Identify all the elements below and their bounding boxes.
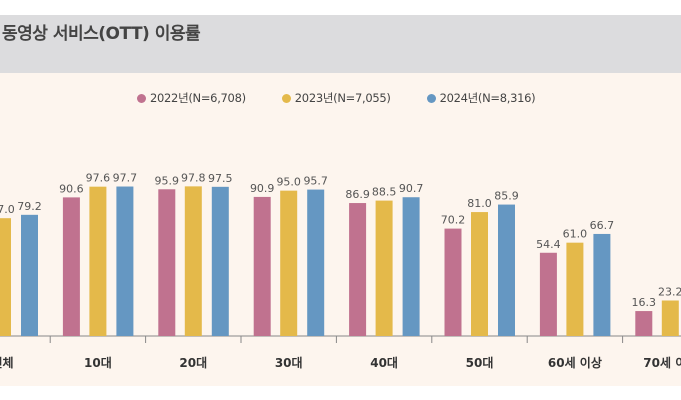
bar — [471, 212, 488, 336]
bar — [253, 196, 271, 336]
data-label: 81.0 — [467, 197, 492, 210]
bar — [89, 186, 107, 336]
data-label: 79.2 — [17, 200, 42, 213]
data-label: 54.4 — [536, 238, 561, 251]
data-label: 90.7 — [399, 182, 424, 195]
legend-dot-2023 — [281, 93, 291, 103]
data-label: 97.7 — [113, 172, 138, 185]
data-label: 90.6 — [59, 182, 84, 195]
data-label: 95.0 — [276, 176, 301, 189]
legend-label: 2023년(N=7,055) — [294, 91, 391, 105]
bar — [158, 189, 176, 336]
bar — [539, 252, 557, 336]
category-label: 전체 — [0, 355, 14, 370]
data-label: 97.8 — [181, 171, 206, 184]
legend-label: 2024년(N=8,316) — [439, 91, 536, 105]
data-label: 70.2 — [441, 214, 466, 227]
bar — [566, 242, 584, 336]
data-label: 97.5 — [208, 172, 233, 185]
category-label: 50대 — [466, 356, 494, 370]
category-label: 40대 — [370, 356, 398, 370]
data-label: 16.3 — [632, 296, 657, 309]
bar — [635, 311, 653, 336]
header-band — [0, 15, 681, 73]
data-label: 77.0 — [0, 203, 15, 216]
bar — [375, 200, 393, 336]
legend: 2022년(N=6,708) 2023년(N=7,055) 2024년(N=8,… — [137, 90, 571, 106]
legend-dot-2024 — [426, 93, 436, 103]
data-label: 23.2 — [658, 286, 681, 299]
data-label: 88.5 — [372, 186, 397, 199]
data-label: 97.6 — [86, 172, 111, 185]
bar — [498, 204, 515, 336]
data-label: 61.0 — [563, 228, 588, 241]
data-label: 85.9 — [494, 190, 519, 203]
bar — [307, 189, 325, 336]
bar — [21, 214, 38, 336]
category-label: 70세 이상 — [643, 355, 681, 370]
bar — [280, 190, 298, 336]
category-label: 30대 — [275, 356, 303, 370]
bar — [62, 197, 80, 336]
data-label: 95.7 — [303, 175, 328, 188]
data-label: 86.9 — [345, 188, 370, 201]
page-title: 동영상 서비스(OTT) 이용률 — [2, 24, 201, 44]
bar — [444, 228, 462, 336]
bar — [593, 233, 611, 336]
category-label: 10대 — [84, 356, 112, 370]
category-label: 20대 — [179, 356, 207, 370]
data-label: 90.9 — [250, 182, 275, 195]
bar — [402, 197, 420, 336]
legend-item-2024: 2024년(N=8,316) — [426, 90, 536, 106]
legend-item-2022: 2022년(N=6,708) — [137, 90, 246, 106]
bar — [184, 186, 202, 336]
bar — [116, 186, 134, 336]
data-label: 66.7 — [590, 219, 615, 232]
bar — [211, 186, 229, 336]
bar — [0, 218, 11, 336]
bar — [349, 203, 367, 336]
data-label: 95.9 — [155, 174, 180, 187]
bar — [661, 300, 679, 336]
legend-item-2023: 2023년(N=7,055) — [281, 90, 391, 106]
legend-label: 2022년(N=6,708) — [150, 91, 246, 105]
category-label: 60세 이상 — [548, 355, 602, 370]
legend-dot-2022 — [137, 93, 146, 103]
